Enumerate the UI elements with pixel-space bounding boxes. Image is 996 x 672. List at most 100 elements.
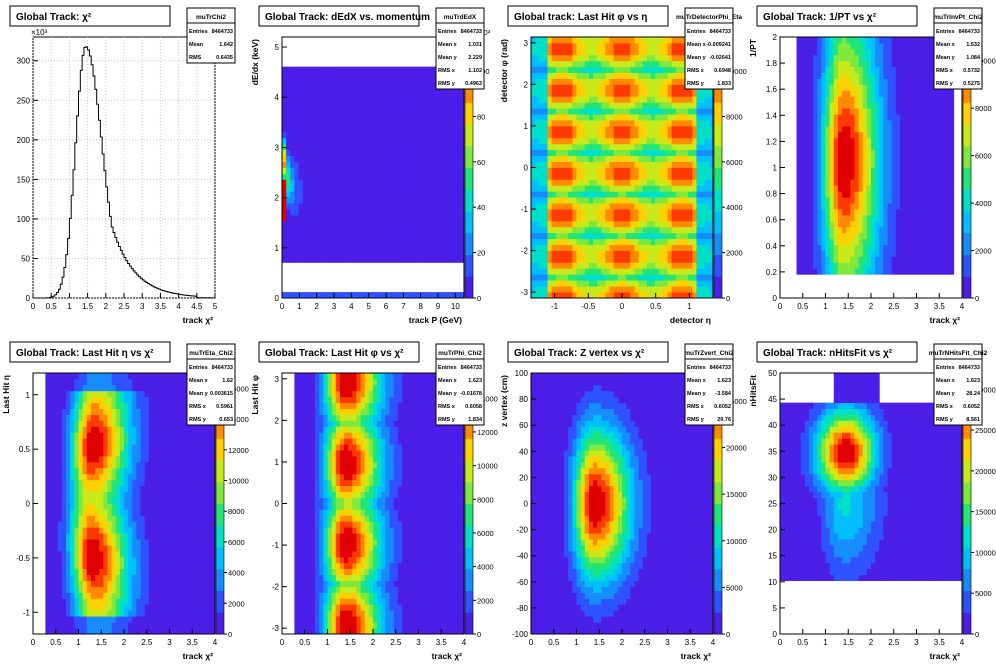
heatmap-cell (626, 143, 631, 151)
title-box (507, 5, 669, 27)
heatmap-cell (298, 232, 304, 240)
heatmap-cell (800, 220, 806, 228)
heatmap-cell (875, 78, 880, 85)
heatmap-cell (708, 274, 714, 281)
heatmap-cell (663, 274, 668, 281)
heatmap-cell (572, 238, 577, 246)
heatmap-cell (875, 114, 880, 121)
heatmap-cell (650, 292, 656, 299)
heatmap-cell (617, 286, 623, 293)
heatmap-cell (895, 179, 901, 186)
heatmap-cell (626, 60, 631, 68)
heatmap-cell (638, 209, 644, 216)
heatmap-cell (310, 232, 316, 240)
heatmap-cell (626, 250, 631, 257)
color-scale-segment (714, 211, 722, 234)
heatmap-cell (593, 84, 598, 91)
heatmap-cell (335, 155, 341, 162)
heatmap-cell (808, 268, 814, 275)
heatmap-cell (401, 102, 407, 109)
heatmap-cell (933, 197, 938, 204)
heatmap-cell (916, 203, 922, 210)
heatmap-cell (547, 167, 553, 174)
heatmap-cell (916, 84, 922, 91)
heatmap-cell (572, 232, 577, 240)
heatmap-cell (356, 256, 361, 263)
y-tick-label: 0 (26, 294, 31, 303)
heatmap-cell (543, 125, 548, 133)
heatmap-cell (344, 209, 349, 216)
heatmap-cell (551, 102, 557, 109)
heatmap-cell (904, 66, 909, 73)
heatmap-cell (912, 197, 917, 204)
heatmap-cell (559, 125, 565, 133)
heatmap-cell (871, 209, 876, 216)
heatmap-cell (617, 256, 623, 263)
heatmap-cell (584, 90, 590, 97)
heatmap-cell (597, 203, 602, 210)
heatmap-cell (339, 149, 345, 157)
heatmap-cell (920, 125, 926, 133)
heatmap-cell (609, 268, 615, 275)
heatmap-cell (825, 137, 831, 145)
heatmap-cell (684, 185, 689, 192)
heatmap-cell (286, 203, 291, 210)
heatmap-cell (605, 244, 610, 251)
heatmap-cell (302, 137, 308, 145)
heatmap-cell (298, 256, 304, 263)
heatmap-cell (588, 280, 594, 287)
heatmap-cell (667, 37, 673, 44)
heatmap-cell (879, 149, 884, 157)
heatmap-cell (418, 72, 424, 79)
heatmap-cell (588, 54, 594, 62)
heatmap-cell (564, 78, 569, 85)
heatmap-cell (401, 114, 407, 121)
color-scale-segment (714, 102, 722, 125)
heatmap-cell (875, 42, 880, 50)
heatmap-cell (646, 78, 652, 85)
heatmap-cell (559, 48, 565, 56)
heatmap-cell (323, 256, 328, 263)
heatmap-cell (302, 244, 308, 251)
heatmap-cell (912, 42, 917, 50)
heatmap-cell (443, 191, 448, 198)
heatmap-cell (700, 102, 706, 109)
heatmap-cell (679, 72, 685, 79)
heatmap-cell (883, 173, 888, 180)
heatmap-cell (908, 268, 913, 275)
heatmap-cell (883, 268, 888, 275)
heatmap-cell (866, 137, 872, 145)
heatmap-cell (837, 155, 843, 162)
heatmap-cell (344, 102, 349, 109)
heatmap-cell (842, 42, 847, 50)
heatmap-cell (459, 209, 465, 216)
heatmap-cell (655, 108, 660, 115)
heatmap-cell (891, 37, 897, 44)
heatmap-cell (700, 108, 706, 115)
heatmap-cell (310, 238, 316, 246)
heatmap-cell (655, 286, 660, 293)
heatmap-cell (426, 173, 432, 180)
heatmap-cell (646, 244, 652, 251)
heatmap-cell (443, 197, 448, 204)
heatmap-cell (381, 161, 386, 168)
heatmap-cell (568, 137, 573, 145)
heatmap-cell (323, 155, 328, 162)
heatmap-cell (854, 108, 859, 115)
heatmap-cell (708, 191, 714, 198)
heatmap-cell (696, 292, 701, 299)
heatmap-cell (576, 238, 582, 246)
heatmap-cell (593, 268, 598, 275)
heatmap-cell (319, 108, 324, 115)
heatmap-cell (410, 120, 415, 127)
heatmap-cell (568, 37, 573, 44)
heatmap-cell (912, 108, 917, 115)
heatmap-cell (406, 78, 411, 85)
heatmap-cell (858, 108, 864, 115)
heatmap-cell (846, 48, 851, 56)
heatmap-cell (447, 244, 452, 251)
heatmap-cell (659, 149, 664, 157)
heatmap-cell (539, 131, 544, 139)
heatmap-cell (572, 48, 577, 56)
heatmap-cell (704, 102, 710, 109)
